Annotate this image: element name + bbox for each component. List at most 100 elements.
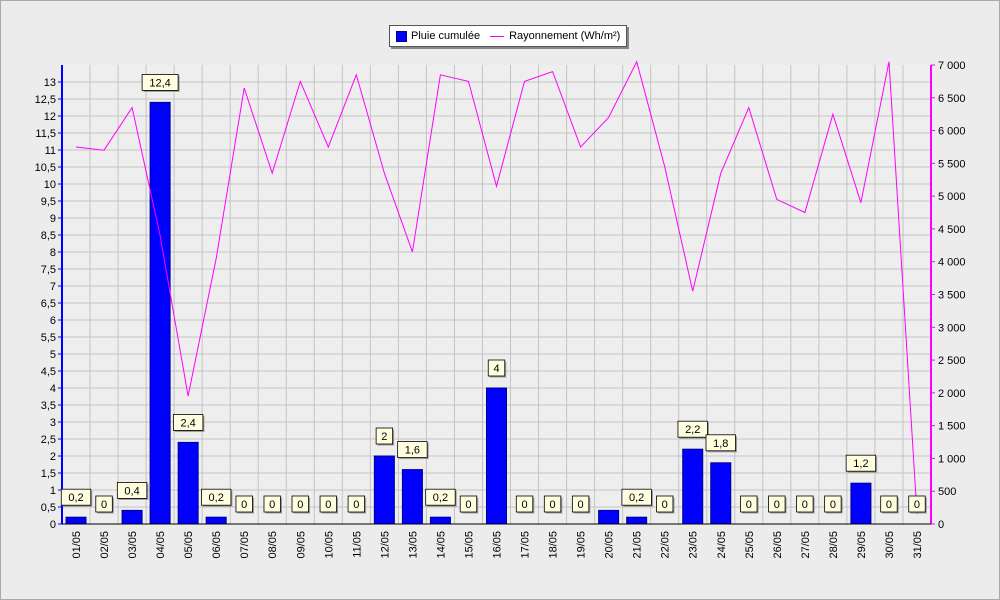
x-tick-label: 06/05 [211,531,223,559]
data-label-box [60,488,92,506]
data-label: 0 [578,499,584,511]
x-tick-label: 26/05 [772,531,784,559]
x-tick-label: 07/05 [239,531,251,559]
data-label: 0 [550,499,556,511]
left-tick-label: 6 [50,315,56,327]
data-label-box [141,74,179,91]
x-tick-label: 18/05 [548,531,560,559]
x-tick-label: 09/05 [295,531,307,559]
legend-swatch-rain [396,30,407,42]
data-label-box [845,454,877,472]
left-tick-label: 13 [44,77,56,89]
x-tick-label: 16/05 [492,531,504,559]
legend-label-radiation: Rayonnement (Wh/m²) [509,30,621,42]
x-tick-label: 28/05 [828,531,840,559]
data-label: 0 [830,499,836,511]
x-tick-label: 08/05 [267,531,279,559]
left-tick-label: 3 [50,417,56,429]
left-tick-label: 2 [50,451,56,463]
x-tick-label: 13/05 [407,531,419,559]
data-label: 4 [493,363,499,375]
data-label-box [201,488,232,506]
rain-bar [486,387,507,525]
right-tick-label: 4 000 [938,257,966,269]
left-tick-label: 1,5 [41,468,56,480]
left-tick-label: 11,5 [35,128,56,140]
left-tick-label: 10 [44,179,56,191]
rain-bar [710,462,732,525]
data-label: 1,2 [853,458,868,470]
legend-item-radiation: Rayonnement (Wh/m²) [480,30,620,42]
data-label: 2,2 [685,424,700,436]
right-tick-label: 500 [938,486,956,498]
data-label-box [571,495,590,513]
data-label-box [705,434,736,452]
data-label: 1,8 [713,438,728,450]
x-tick-label: 31/05 [912,531,924,559]
right-tick-label: 1 500 [938,421,966,433]
left-tick-label: 2,5 [41,434,56,446]
data-label-box [740,495,758,513]
right-tick-label: 2 500 [938,355,966,367]
left-tick-label: 7,5 [41,264,56,276]
legend-swatch-radiation [490,35,505,37]
left-tick-label: 5 [50,349,56,361]
data-label-box [824,495,842,513]
data-labels: 0,2 0 0,4 12,4 2,4 0,2 0 0 0 0 0 2 1,6 0,2 0 4 0 0 0 0,2 0 2,… [60,74,927,514]
x-tick-label: 27/05 [800,531,812,559]
left-tick-label: 9,5 [41,196,56,208]
rain-bar [850,482,872,525]
x-tick-label: 17/05 [520,531,532,559]
data-label-box [172,413,204,431]
x-tick-label: 15/05 [463,531,475,559]
data-label-box [291,495,309,513]
data-label-box [347,495,365,513]
data-label-box [375,427,394,445]
data-label-box [235,495,253,513]
data-label-box [515,495,534,513]
rain-bar [149,101,171,525]
left-tick-label: 4 [50,383,56,395]
data-label-box [319,495,337,513]
x-tick-label: 01/05 [71,531,83,559]
data-label-box [116,481,148,499]
data-label: 0 [914,499,920,511]
x-tick-label: 30/05 [884,531,896,559]
data-label-box [621,488,652,506]
data-label-box [95,495,113,513]
data-label-box [908,495,926,513]
left-tick-label: 0 [50,519,56,531]
left-tick-label: 9 [50,213,56,225]
x-tick-label: 25/05 [744,531,756,559]
data-label: 0 [886,499,892,511]
x-tick-label: 05/05 [183,531,195,559]
data-label-box [656,495,674,513]
radiation-series-line [75,60,918,515]
data-label: 0 [269,499,275,511]
data-label-box [796,495,814,513]
data-label: 0 [802,499,808,511]
x-tick-label: 23/05 [688,531,700,559]
x-tick-label: 21/05 [632,531,644,559]
rain-bar [401,469,423,525]
left-tick-label: 3,5 [41,400,56,412]
right-tick-label: 5 500 [938,158,966,170]
x-tick-label: 14/05 [435,531,447,559]
legend-item-rain: Pluie cumulée [396,30,480,42]
rain-bar [373,455,395,525]
right-tick-label: 1 000 [938,453,966,465]
x-tick-label: 12/05 [379,531,391,559]
left-tick-label: 4,5 [41,366,56,378]
left-tick-label: 10,5 [35,162,56,174]
rain-bar [682,448,704,525]
rain-bar [177,441,199,525]
x-tick-label: 04/05 [155,531,167,559]
x-tick-label: 20/05 [604,531,616,559]
data-label-box [543,495,562,513]
x-tick-label: 10/05 [323,531,335,559]
x-tick-label: 22/05 [660,531,672,559]
data-label: 2 [381,431,387,443]
data-label: 0,2 [433,492,448,504]
data-label: 1,6 [405,445,420,457]
